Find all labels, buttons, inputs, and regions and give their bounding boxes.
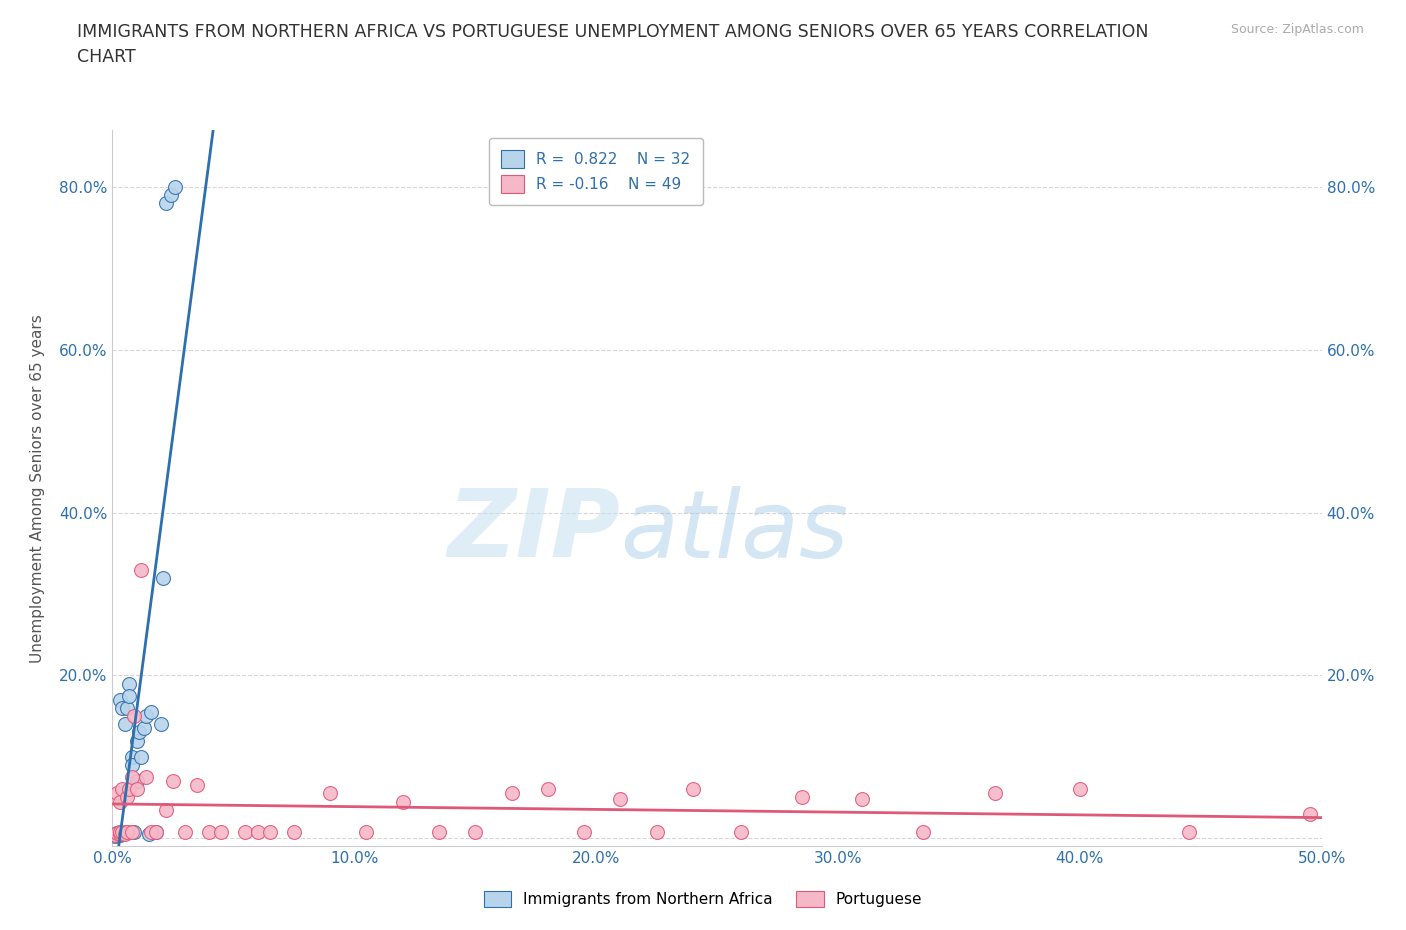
- Point: [105, 826, 128, 841]
- Legend: R =  0.822    N = 32, R = -0.16    N = 49: R = 0.822 N = 32, R = -0.16 N = 49: [489, 138, 703, 206]
- Point: [984, 786, 1007, 801]
- Point: [108, 794, 131, 809]
- Point: [141, 824, 163, 839]
- Point: [152, 570, 174, 585]
- Point: [645, 824, 668, 839]
- Point: [115, 825, 138, 840]
- Point: [155, 196, 177, 211]
- Y-axis label: Unemployment Among Seniors over 65 years: Unemployment Among Seniors over 65 years: [31, 314, 45, 662]
- Point: [115, 700, 138, 715]
- Point: [111, 700, 134, 715]
- Point: [464, 824, 486, 839]
- Point: [114, 717, 136, 732]
- Point: [121, 750, 143, 764]
- Point: [114, 827, 136, 842]
- Point: [111, 827, 134, 842]
- Point: [851, 791, 873, 806]
- Point: [128, 725, 150, 740]
- Point: [121, 770, 143, 785]
- Point: [186, 777, 208, 792]
- Point: [108, 692, 131, 707]
- Point: [501, 786, 523, 801]
- Point: [135, 709, 157, 724]
- Point: [159, 188, 181, 203]
- Point: [391, 794, 413, 809]
- Point: [155, 803, 177, 817]
- Legend: Immigrants from Northern Africa, Portuguese: Immigrants from Northern Africa, Portugu…: [478, 884, 928, 913]
- Point: [111, 824, 134, 839]
- Point: [790, 790, 813, 805]
- Text: ZIP: ZIP: [447, 485, 620, 578]
- Point: [283, 824, 305, 839]
- Point: [122, 709, 145, 724]
- Point: [111, 782, 134, 797]
- Point: [149, 717, 172, 732]
- Point: [121, 757, 143, 772]
- Point: [115, 824, 138, 839]
- Point: [131, 750, 153, 764]
- Point: [572, 824, 595, 839]
- Point: [108, 827, 131, 842]
- Point: [259, 824, 281, 839]
- Point: [246, 824, 269, 839]
- Point: [121, 824, 143, 839]
- Point: [682, 782, 704, 797]
- Text: IMMIGRANTS FROM NORTHERN AFRICA VS PORTUGUESE UNEMPLOYMENT AMONG SENIORS OVER 65: IMMIGRANTS FROM NORTHERN AFRICA VS PORTU…: [77, 23, 1149, 66]
- Point: [115, 790, 138, 805]
- Point: [114, 826, 136, 841]
- Point: [730, 824, 752, 839]
- Point: [165, 179, 187, 194]
- Point: [105, 828, 128, 843]
- Text: atlas: atlas: [620, 485, 849, 577]
- Point: [145, 824, 167, 839]
- Point: [104, 827, 127, 842]
- Point: [911, 824, 934, 839]
- Point: [118, 688, 141, 703]
- Point: [108, 828, 131, 843]
- Point: [162, 774, 184, 789]
- Point: [174, 824, 197, 839]
- Point: [125, 733, 148, 748]
- Point: [145, 824, 167, 839]
- Point: [1069, 782, 1091, 797]
- Point: [198, 824, 221, 839]
- Point: [209, 824, 232, 839]
- Point: [105, 786, 128, 801]
- Point: [537, 782, 560, 797]
- Point: [1298, 806, 1320, 821]
- Point: [108, 824, 131, 839]
- Point: [135, 770, 157, 785]
- Point: [125, 774, 148, 789]
- Point: [108, 825, 131, 840]
- Point: [118, 782, 141, 797]
- Text: Source: ZipAtlas.com: Source: ZipAtlas.com: [1230, 23, 1364, 36]
- Point: [104, 829, 127, 844]
- Point: [138, 827, 160, 842]
- Point: [235, 824, 257, 839]
- Point: [131, 562, 153, 577]
- Point: [356, 824, 378, 839]
- Point: [118, 676, 141, 691]
- Point: [104, 828, 127, 843]
- Point: [1177, 824, 1199, 839]
- Point: [122, 824, 145, 839]
- Point: [132, 721, 155, 736]
- Point: [141, 705, 163, 720]
- Point: [609, 791, 631, 806]
- Point: [105, 826, 128, 841]
- Point: [125, 782, 148, 797]
- Point: [319, 786, 342, 801]
- Point: [427, 824, 450, 839]
